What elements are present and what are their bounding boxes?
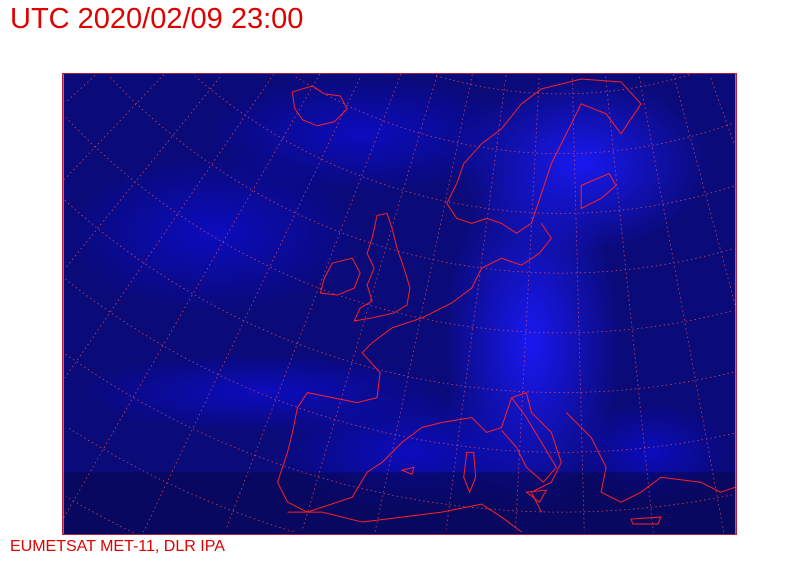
italy-coast xyxy=(501,397,557,483)
latitude-line xyxy=(65,278,734,453)
latitude-line xyxy=(65,496,134,534)
great-britain-coast xyxy=(353,212,411,322)
ireland-coast xyxy=(319,257,361,296)
meridian-line xyxy=(605,76,654,533)
graticule xyxy=(63,74,736,534)
latitude-line xyxy=(433,74,690,95)
meridian-line xyxy=(445,75,507,530)
continental-coast xyxy=(276,223,562,513)
iceland-coast xyxy=(291,85,348,127)
timestamp-title: UTC 2020/02/09 23:00 xyxy=(10,3,304,35)
meridian-line xyxy=(225,74,402,530)
crete-coast xyxy=(630,516,662,525)
north-africa-coast xyxy=(287,503,522,533)
balearic-coast xyxy=(400,466,415,475)
source-credit: EUMETSAT MET-11, DLR IPA xyxy=(10,538,225,555)
sicily-coast xyxy=(525,489,548,503)
meridian-line xyxy=(514,78,540,531)
latitude-line xyxy=(65,117,731,334)
meridian-line xyxy=(374,74,473,533)
scandinavia-coast xyxy=(446,78,642,234)
latitude-line xyxy=(109,76,732,274)
coastlines xyxy=(276,78,736,533)
satellite-image xyxy=(63,74,736,534)
meridian-line xyxy=(143,78,361,533)
cloud-fields xyxy=(63,74,736,534)
latitude-line xyxy=(63,352,733,513)
balkans-coast xyxy=(565,412,736,503)
meridian-line xyxy=(64,74,274,379)
meridian-line xyxy=(638,76,725,533)
meridian-line xyxy=(63,74,321,519)
satellite-map xyxy=(62,73,737,535)
latitude-line xyxy=(195,76,734,214)
meridian-line xyxy=(571,78,585,532)
meridian-line xyxy=(65,77,221,268)
gulf-of-finland-coast xyxy=(580,172,617,210)
latitude-line xyxy=(68,428,294,533)
meridian-line xyxy=(64,74,165,180)
corsica-sardinia-coast xyxy=(463,451,477,494)
